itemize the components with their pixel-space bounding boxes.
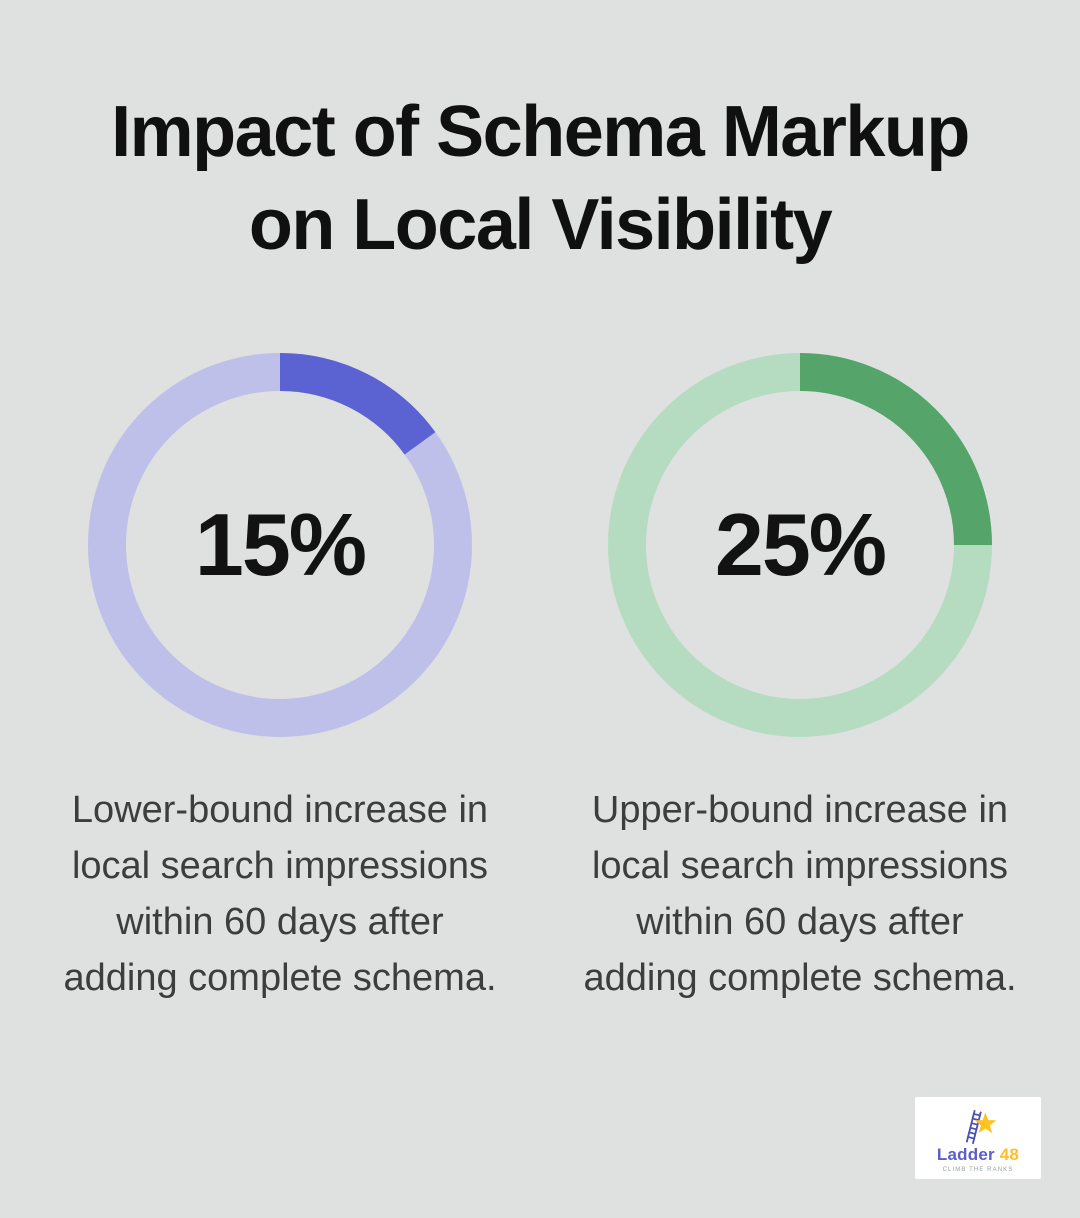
caption-line: adding complete schema.	[63, 957, 497, 999]
caption-line: local search impressions	[591, 845, 1009, 887]
title-line-2: on Local Visibility	[248, 185, 833, 265]
caption-line: within 60 days after	[636, 901, 964, 943]
donut-svg	[88, 353, 472, 737]
donut-chart-lower-bound: 15%	[88, 353, 472, 737]
chart-caption-upper-bound: Upper-bound increase in local search imp…	[550, 782, 1050, 1006]
caption-line: within 60 days after	[116, 901, 444, 943]
donut-value-arc	[88, 353, 472, 737]
caption-line: adding complete schema.	[583, 957, 1017, 999]
percent-label: 25%	[714, 495, 887, 594]
logo-name-48: 48	[999, 1144, 1020, 1164]
logo-name-ladder: Ladder	[936, 1144, 995, 1164]
ladder-icon	[965, 1109, 982, 1144]
star-icon	[974, 1111, 997, 1133]
logo-name: Ladder 48	[936, 1144, 1020, 1164]
ladder-star-icon	[956, 1108, 1000, 1146]
donut-svg	[608, 353, 992, 737]
infographic-title: Impact of Schema Markup on Local Visibil…	[0, 86, 1080, 272]
logo-tagline: CLIMB THE RANKS	[942, 1166, 1014, 1173]
title-line-1: Impact of Schema Markup	[111, 92, 970, 172]
donut-chart-upper-bound: 25%	[608, 353, 992, 737]
percent-label: 15%	[194, 495, 367, 594]
donut-value-arc	[608, 353, 992, 737]
caption-line: Lower-bound increase in	[71, 789, 489, 831]
chart-caption-lower-bound: Lower-bound increase in local search imp…	[30, 782, 530, 1006]
logo-card: Ladder 48 CLIMB THE RANKS	[915, 1097, 1041, 1179]
caption-line: local search impressions	[71, 845, 489, 887]
caption-line: Upper-bound increase in	[591, 789, 1009, 831]
